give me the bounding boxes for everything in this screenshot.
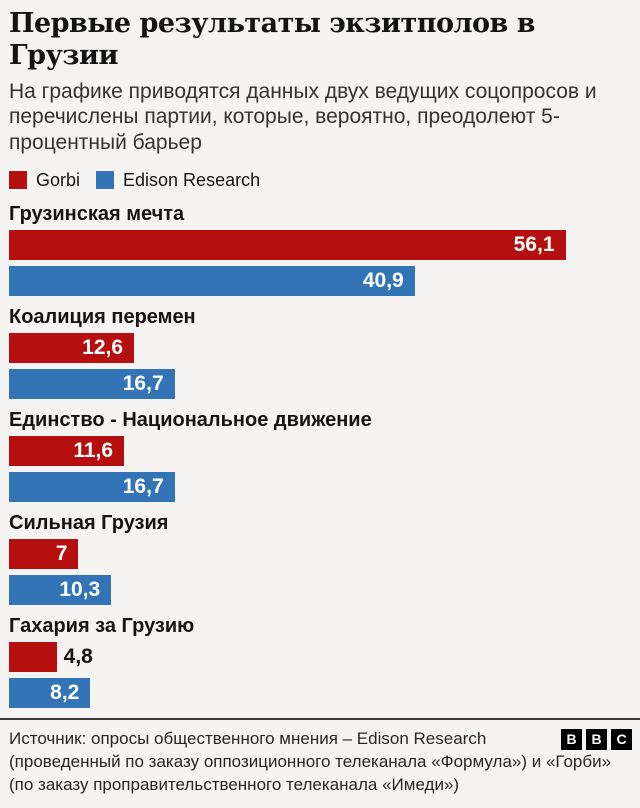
bar-group: Грузинская мечта 56,1 40,9: [9, 203, 631, 296]
bar-row: 11,6: [9, 435, 631, 466]
bar-group: Единство - Национальное движение 11,6 16,7: [9, 409, 631, 502]
legend-label: Gorbi: [36, 169, 81, 190]
legend: Gorbi Edison Research: [9, 170, 631, 191]
chart-panel: Первые результаты экзитполов в Грузии На…: [9, 8, 631, 708]
value-label: 11,6: [73, 438, 114, 462]
bar-row: 56,1: [9, 229, 631, 260]
legend-swatch: [9, 171, 27, 190]
bbc-logo-block: C: [611, 728, 632, 750]
bar-group: Сильная Грузия 7 10,3: [9, 512, 631, 605]
bar-edison-research: 40,9: [9, 265, 415, 296]
source-text-line: (проведенный по заказу оппозиционного те…: [9, 751, 612, 771]
bar-row: 16,7: [9, 471, 631, 502]
chart: Грузинская мечта 56,1 40,9 Коалиция перемен…: [9, 203, 631, 708]
value-label: 16,7: [122, 371, 164, 395]
bar-edison-research: 10,3: [9, 574, 112, 605]
party-label: Единство - Национальное движение: [9, 408, 372, 431]
bar-edison-research: 8,2: [9, 677, 91, 708]
bar-gorbi: 56,1: [9, 229, 566, 260]
bar-row: 8,2: [9, 677, 631, 708]
bar-gorbi: 7: [9, 538, 79, 569]
legend-label: Edison Research: [123, 169, 261, 190]
party-label: Сильная Грузия: [9, 511, 169, 534]
bbc-logo: B B C: [561, 728, 632, 750]
bar-gorbi: 11,6: [9, 435, 125, 466]
bar-row: 4,8: [9, 641, 631, 672]
bbc-logo-block: B: [586, 728, 607, 750]
bar-edison-research: 16,7: [9, 368, 175, 399]
value-label: 7: [55, 541, 68, 565]
bar-row: 10,3: [9, 574, 631, 605]
value-label: 56,1: [513, 232, 555, 256]
value-label: 16,7: [122, 474, 164, 498]
bar-row: 40,9: [9, 265, 631, 296]
value-label: 10,3: [59, 577, 101, 601]
value-label: 40,9: [362, 268, 404, 292]
chart-subtitle: На графике приводятся данных двух ведущи…: [9, 79, 597, 154]
legend-item: Gorbi: [9, 170, 80, 191]
bar-row: 12,6: [9, 332, 631, 363]
bar-group: Гахария за Грузию 4,8 8,2: [9, 615, 631, 708]
bar-gorbi: [9, 641, 57, 672]
bar-edison-research: 16,7: [9, 471, 175, 502]
source-text-line: Источник: опросы общественного мнения – …: [9, 728, 487, 748]
bar-row: 16,7: [9, 368, 631, 399]
source-text-line: (по заказу проправительственного телекан…: [9, 774, 460, 794]
footer: Источник: опросы общественного мнения – …: [0, 717, 640, 808]
party-label: Грузинская мечта: [9, 202, 185, 225]
value-label: 8,2: [50, 680, 80, 704]
legend-item: Edison Research: [96, 170, 260, 191]
party-label: Коалиция перемен: [9, 305, 196, 328]
legend-swatch: [96, 171, 115, 190]
bar-gorbi: 12,6: [9, 332, 135, 363]
bar-group: Коалиция перемен 12,6 16,7: [9, 306, 631, 399]
bbc-logo-block: B: [561, 728, 582, 750]
party-label: Гахария за Грузию: [9, 614, 195, 637]
value-label: 12,6: [82, 335, 124, 359]
page-title: Первые результаты экзитполов в Грузии: [9, 8, 535, 72]
value-label: 4,8: [63, 644, 93, 668]
bar-row: 7: [9, 538, 631, 569]
